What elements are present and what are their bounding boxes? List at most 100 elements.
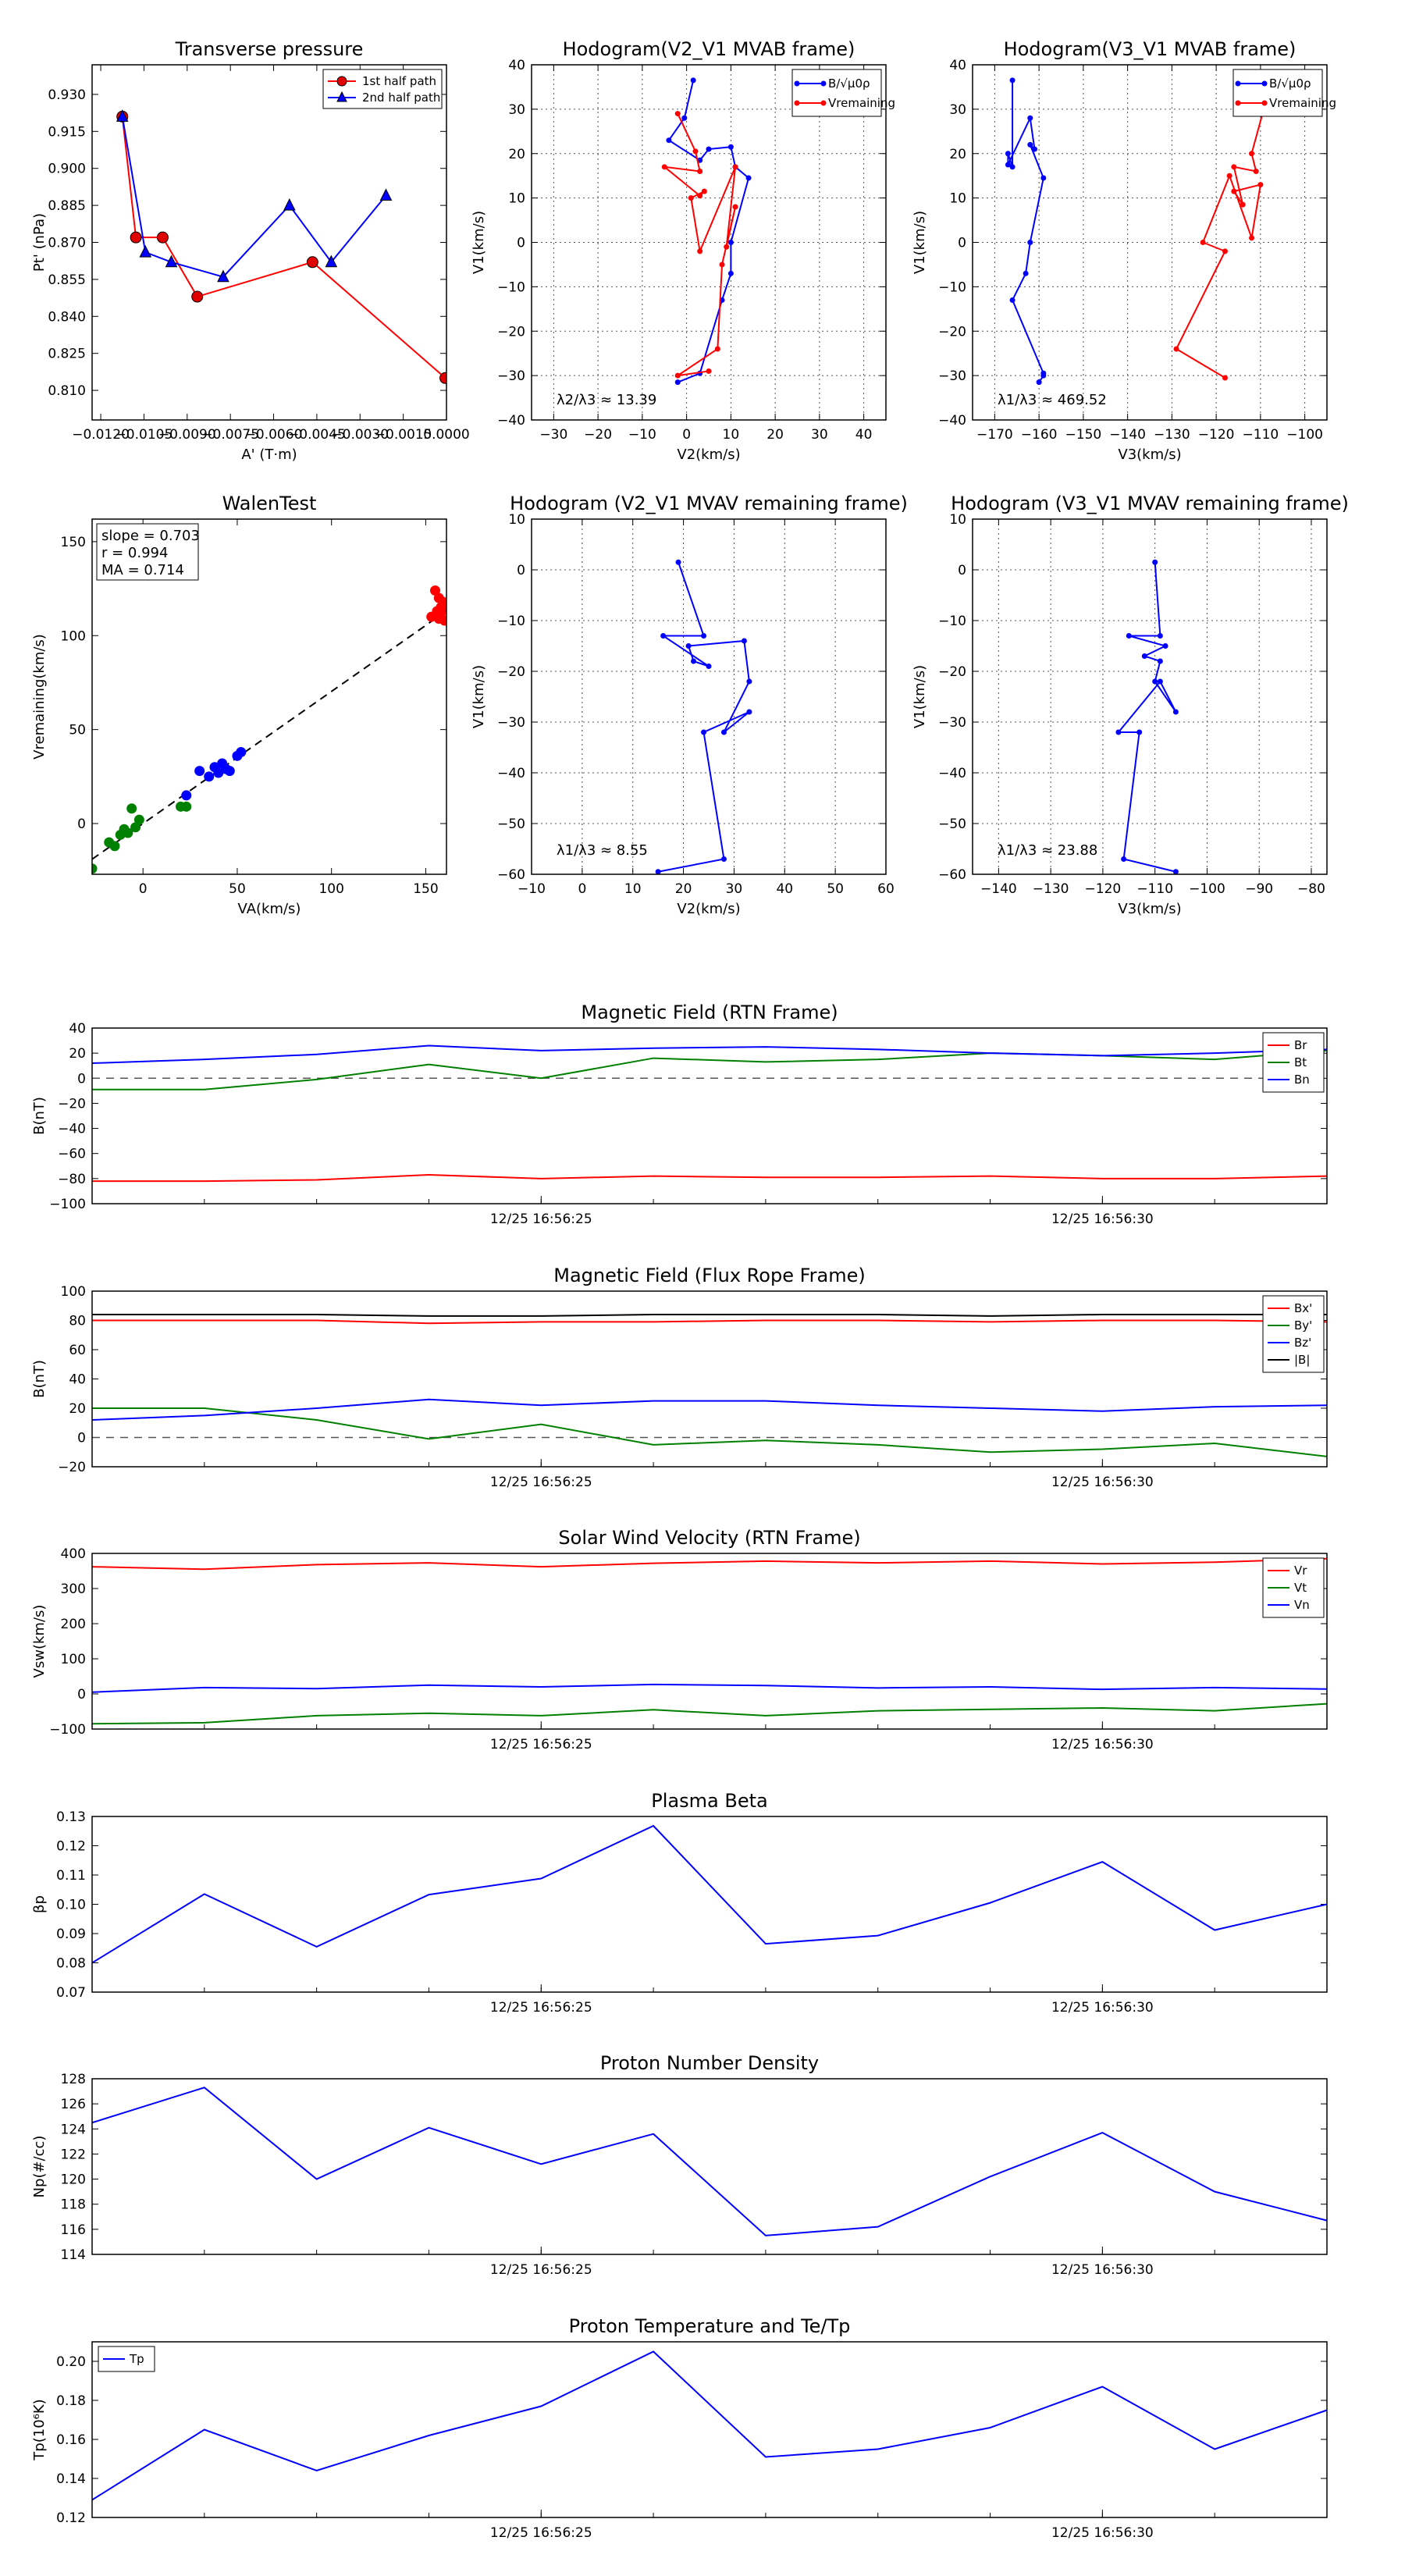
data-point — [181, 790, 192, 801]
x-tick-label: 12/25 16:56:25 — [490, 2000, 592, 2016]
data-point — [1240, 201, 1246, 208]
y-tick-label: 114 — [61, 2247, 86, 2263]
y-tick-label: 10 — [949, 512, 966, 528]
data-point — [1009, 164, 1016, 170]
legend-label: Br — [1294, 1038, 1307, 1052]
y-tick-label: 124 — [61, 2122, 86, 2137]
x-tick-label: −140 — [980, 881, 1017, 897]
y-tick-label: 40 — [949, 58, 966, 73]
legend-label: Vn — [1294, 1598, 1310, 1612]
legend-label: Vr — [1294, 1564, 1307, 1578]
y-tick-label: 20 — [949, 147, 966, 162]
data-point — [745, 175, 752, 181]
data-point — [1253, 169, 1259, 174]
series-line-Vr — [91, 1557, 1328, 1571]
series-line-B — [657, 561, 750, 873]
data-point — [116, 109, 129, 122]
y-tick-label: 0 — [958, 563, 966, 578]
x-tick-label: 12/25 16:56:30 — [1051, 2525, 1154, 2541]
y-tick-label: 0.20 — [56, 2354, 86, 2370]
data-point — [681, 115, 688, 121]
y-tick-label: −50 — [497, 817, 525, 832]
data-point — [441, 600, 446, 611]
x-tick-label: 30 — [726, 881, 743, 897]
y-tick-label: −10 — [938, 279, 966, 295]
h3-title: Hodogram (V2_V1 MVAV remaining frame) — [510, 493, 908, 514]
legend-label: Vremaining — [1269, 96, 1336, 110]
data-point — [1157, 678, 1163, 685]
fit-stat: r = 0.994 — [101, 545, 168, 561]
data-point — [691, 658, 697, 664]
eigenvalue-ratio: λ1/λ3 ≈ 469.52 — [998, 392, 1107, 408]
x-tick-label: 12/25 16:56:30 — [1051, 1737, 1154, 1752]
data-point — [674, 111, 681, 117]
data-point — [697, 248, 703, 254]
x-tick-label: 40 — [855, 427, 873, 443]
y-tick-label: 20 — [69, 1046, 86, 1062]
y-tick-label: −30 — [497, 368, 525, 384]
pt-xlabel: A' (T·m) — [241, 447, 297, 463]
x-tick-label: 40 — [776, 881, 793, 897]
data-point — [217, 269, 229, 283]
x-tick-label: −130 — [1033, 881, 1069, 897]
legend-label: B/√μ0ρ — [828, 76, 870, 91]
legend-marker — [336, 91, 347, 102]
ts2-title: Magnetic Field (Flux Rope Frame) — [553, 1265, 865, 1286]
x-tick-label: 12/25 16:56:25 — [490, 1475, 592, 1490]
y-tick-label: 0.07 — [56, 1985, 86, 2001]
x-tick-label: −120 — [1198, 427, 1235, 443]
x-tick-label: 12/25 16:56:30 — [1051, 2262, 1154, 2278]
y-tick-label: 0.825 — [48, 347, 86, 362]
data-point — [1027, 141, 1033, 148]
y-tick-label: −50 — [938, 817, 966, 832]
ts1-frame — [91, 1027, 1328, 1204]
data-point — [727, 270, 734, 276]
x-tick-label: −0.0030 — [331, 427, 389, 443]
data-point — [1249, 151, 1255, 157]
y-tick-label: 0 — [77, 1071, 86, 1087]
series-line-Np — [91, 2087, 1328, 2236]
y-tick-label: 128 — [61, 2072, 86, 2087]
data-point — [727, 144, 734, 150]
data-point — [1121, 856, 1127, 862]
data-point — [1009, 297, 1016, 303]
y-tick-label: 0.10 — [56, 1898, 86, 1913]
data-point — [1226, 173, 1232, 179]
legend-label: 1st half path — [362, 74, 436, 88]
data-point — [661, 164, 667, 170]
h2-xlabel: V3(km/s) — [1118, 447, 1181, 463]
y-tick-label: −100 — [49, 1722, 86, 1738]
data-point — [690, 77, 696, 84]
ts5-ylabel: Np(#/cc) — [31, 2136, 48, 2198]
y-tick-label: 0.09 — [56, 1927, 86, 1942]
y-tick-label: 150 — [61, 535, 86, 550]
y-tick-label: −20 — [497, 324, 525, 340]
x-tick-label: 0 — [682, 427, 691, 443]
chart-h3: −10 0 10 20 30 40 50 60−60−50−40−30−20−10010Hod… — [471, 493, 908, 917]
series-line-Vremaining — [661, 113, 737, 377]
y-tick-label: 20 — [69, 1401, 86, 1417]
data-point — [732, 204, 738, 210]
chart-pt: −0.0120−0.0105−0.0090−0.0075−0.0060−0.00… — [31, 38, 470, 463]
x-tick-label: 20 — [675, 881, 692, 897]
x-tick-label: −10 — [628, 427, 656, 443]
legend-marker — [1235, 100, 1241, 106]
legend-marker — [1261, 100, 1268, 106]
x-tick-label: −0.0105 — [116, 427, 173, 443]
x-tick-label: −0.0075 — [201, 427, 259, 443]
x-tick-label: 50 — [229, 881, 246, 897]
x-tick-label: −0.0060 — [245, 427, 303, 443]
y-tick-label: −10 — [938, 614, 966, 629]
data-point — [1162, 643, 1168, 649]
h3-xlabel: V2(km/s) — [677, 901, 740, 917]
data-point — [1172, 869, 1179, 874]
h2-title: Hodogram(V3_V1 MVAB frame) — [1004, 38, 1297, 60]
x-tick-label: 0 — [139, 881, 148, 897]
plot-area — [661, 77, 752, 386]
data-point — [701, 188, 707, 194]
ts4-ylabel: βp — [31, 1895, 48, 1913]
fit-stats-box — [96, 523, 199, 581]
y-tick-label: 50 — [69, 723, 86, 738]
series-line-1st half path — [121, 116, 446, 379]
y-tick-label: 0 — [517, 236, 525, 251]
